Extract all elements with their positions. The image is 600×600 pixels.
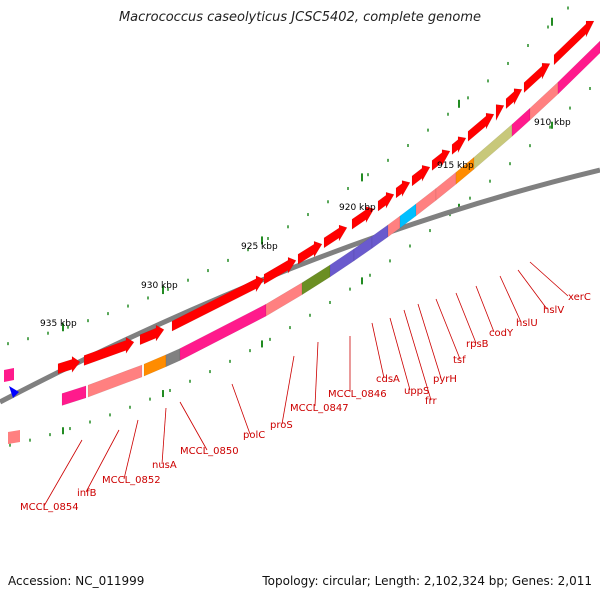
cds-magenta-2 <box>179 303 267 361</box>
leader-line <box>179 401 208 451</box>
gene-label-rpsB: rpsB <box>466 339 489 350</box>
cds-forward-9 <box>377 191 395 212</box>
cds-reverse-3 <box>387 215 401 238</box>
cds-forward-6 <box>297 240 323 265</box>
cds-forward-2 <box>83 336 135 366</box>
cds-forward-5 <box>263 256 297 285</box>
cds-forward-3 <box>139 324 165 346</box>
cds-reverse-2 <box>265 282 303 317</box>
cds-edge-magenta <box>4 368 14 382</box>
cds-forward-8 <box>351 206 375 230</box>
leader-line <box>371 322 385 379</box>
accession-text: Accession: NC_011999 <box>8 574 145 588</box>
gene-label-xerC: xerC <box>568 292 591 303</box>
leader-line <box>529 261 569 297</box>
cds-olive-1 <box>301 264 331 296</box>
cds-forward-1 <box>57 355 81 375</box>
leader-line <box>389 317 411 391</box>
leader-line <box>161 407 167 465</box>
gene-label-frr: frr <box>425 396 437 407</box>
gene-label-codY: codY <box>489 328 514 339</box>
cds-forward-14 <box>467 112 495 142</box>
gene-label-MCCL_0852: MCCL_0852 <box>102 475 161 486</box>
cds-edge-reverse <box>8 430 20 444</box>
tick-label-935: 935 kbp <box>40 319 77 329</box>
leader-line <box>455 292 477 344</box>
tick-label-910: 910 kbp <box>534 118 571 128</box>
cds-forward-12 <box>431 149 451 172</box>
leader-line <box>231 383 251 435</box>
gene-label-MCCL_0850: MCCL_0850 <box>180 446 239 457</box>
minor-ticks <box>7 6 591 447</box>
map-title: Macrococcus caseolyticus JCSC5402, compl… <box>118 10 482 25</box>
leader-line <box>403 309 432 401</box>
cds-magenta-4 <box>557 40 600 95</box>
gene-label-tsf: tsf <box>453 355 466 366</box>
label-leaders <box>43 261 569 507</box>
gene-label-MCCL_0846: MCCL_0846 <box>328 389 387 400</box>
cds-reverse-1 <box>87 364 143 398</box>
cds-forward-10 <box>395 180 411 199</box>
gene-label-pyrH: pyrH <box>433 374 457 385</box>
gene-label-uppS: uppS <box>404 386 429 397</box>
cds-magenta-3 <box>511 107 531 137</box>
gene-label-cdsA: cdsA <box>376 374 400 385</box>
cds-forward-15 <box>495 104 505 121</box>
genome-summary: Topology: circular; Length: 2,102,324 bp… <box>262 574 592 588</box>
cds-forward-16 <box>505 88 523 110</box>
cds-forward-11 <box>411 164 431 187</box>
cds-cyan-1 <box>399 203 417 229</box>
cds-gray-1 <box>165 348 181 368</box>
gene-label-nusA: nusA <box>152 460 177 471</box>
gene-label-proS: proS <box>270 420 293 431</box>
cds-forward-7 <box>323 224 348 249</box>
cds-reverse-4 <box>415 187 437 217</box>
leader-line <box>43 439 83 507</box>
gene-label-infB: infB <box>77 488 97 499</box>
gene-label-MCCL_0847: MCCL_0847 <box>290 403 349 414</box>
cds-forward-17 <box>523 62 551 94</box>
gene-label-MCCL_0854: MCCL_0854 <box>20 502 79 513</box>
cds-edge-blue <box>9 386 19 398</box>
tick-label-915: 915 kbp <box>437 161 474 171</box>
leader-line <box>281 355 295 425</box>
cds-orange-1 <box>143 354 167 377</box>
cds-orange-2 <box>455 156 475 185</box>
cds-reverse-5 <box>435 171 457 201</box>
cds-purple-3 <box>371 224 389 249</box>
leader-line <box>417 303 442 379</box>
tick-label-920: 920 kbp <box>339 203 376 213</box>
leader-line <box>475 285 495 333</box>
gene-label-hslV: hslV <box>543 305 564 316</box>
gene-label-polC: polC <box>243 430 265 441</box>
cds-forward-13 <box>451 136 467 156</box>
cds-forward-4 <box>171 275 265 332</box>
cds-forward-18 <box>553 20 595 66</box>
leader-line <box>314 341 319 407</box>
tick-label-930: 930 kbp <box>141 281 178 291</box>
cds-magenta-1 <box>61 385 87 406</box>
gene-label-hslU: hslU <box>516 318 538 329</box>
leader-line <box>123 419 139 480</box>
cds-reverse-6 <box>529 81 559 121</box>
cds-purple-1 <box>329 248 355 278</box>
leader-line <box>517 269 548 310</box>
gene-features <box>4 20 600 444</box>
tick-label-925: 925 kbp <box>241 242 278 252</box>
leader-line <box>85 429 120 493</box>
leader-line <box>435 298 461 360</box>
leader-line <box>499 275 522 323</box>
